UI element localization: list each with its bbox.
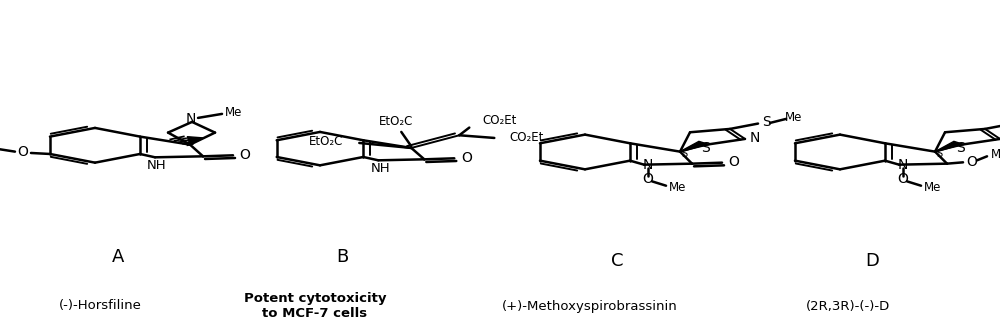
Text: A: A xyxy=(112,248,124,266)
Text: Me: Me xyxy=(785,111,803,124)
Text: N: N xyxy=(643,158,653,172)
Text: N: N xyxy=(750,131,760,145)
Text: NH: NH xyxy=(147,159,167,172)
Text: EtO₂C: EtO₂C xyxy=(309,136,343,148)
Text: S: S xyxy=(936,149,942,159)
Text: (-)-Horsfiline: (-)-Horsfiline xyxy=(59,299,141,312)
Polygon shape xyxy=(187,137,203,145)
Text: S: S xyxy=(762,115,770,129)
Text: O: O xyxy=(729,155,739,169)
Text: S: S xyxy=(956,141,964,155)
Text: C: C xyxy=(611,252,623,270)
Text: S: S xyxy=(701,141,709,155)
Text: Me: Me xyxy=(669,181,687,194)
Text: N: N xyxy=(186,112,196,126)
Text: O: O xyxy=(18,145,28,159)
Text: N: N xyxy=(898,158,908,172)
Text: CO₂Et: CO₂Et xyxy=(509,132,543,144)
Text: O: O xyxy=(898,172,908,186)
Text: B: B xyxy=(336,248,348,266)
Text: NH: NH xyxy=(370,162,390,175)
Text: O: O xyxy=(967,155,977,169)
Text: D: D xyxy=(865,252,879,270)
Text: O: O xyxy=(240,148,250,162)
Text: O: O xyxy=(643,172,653,186)
Text: (2R,3R)-(-)-D: (2R,3R)-(-)-D xyxy=(806,300,890,313)
Polygon shape xyxy=(680,141,709,152)
Polygon shape xyxy=(935,141,964,152)
Text: Me: Me xyxy=(225,107,243,119)
Text: S: S xyxy=(681,149,687,159)
Text: O: O xyxy=(461,151,472,165)
Text: Potent cytotoxicity
to MCF-7 cells: Potent cytotoxicity to MCF-7 cells xyxy=(244,292,386,320)
Text: EtO₂C: EtO₂C xyxy=(379,115,413,128)
Text: CO₂Et: CO₂Et xyxy=(482,115,516,127)
Text: Me: Me xyxy=(991,148,1000,161)
Text: (+)-Methoxyspirobrassinin: (+)-Methoxyspirobrassinin xyxy=(502,300,678,313)
Text: Me: Me xyxy=(924,181,942,194)
